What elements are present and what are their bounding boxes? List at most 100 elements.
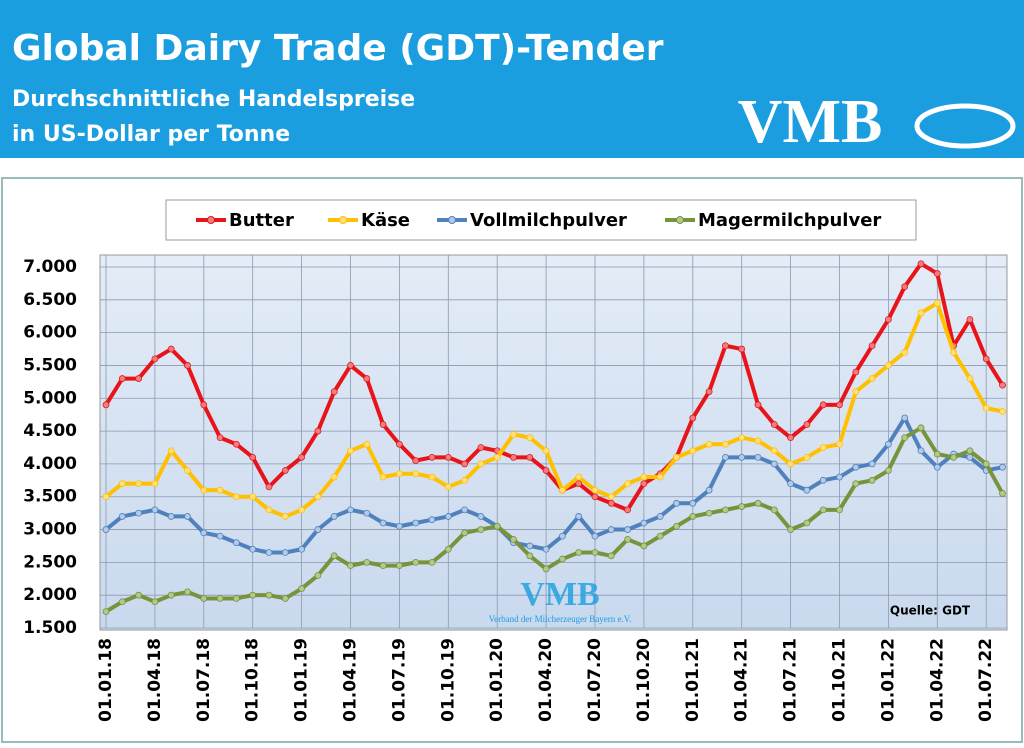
data-point (591, 493, 599, 501)
data-point (624, 480, 631, 488)
data-point (738, 503, 746, 510)
data-point (559, 532, 566, 540)
data-point (265, 483, 273, 491)
data-point (933, 270, 941, 277)
data-point (673, 453, 680, 461)
x-tick-label: 01.01.20 (487, 638, 507, 722)
data-point (347, 562, 354, 570)
data-point (102, 608, 110, 615)
data-point (265, 591, 273, 599)
data-point (933, 450, 941, 458)
data-point (379, 421, 387, 428)
data-point (803, 453, 811, 461)
data-point (249, 493, 257, 501)
data-point (722, 506, 729, 514)
data-point (852, 368, 860, 376)
data-point (542, 447, 550, 455)
data-point (216, 595, 224, 602)
data-point (444, 483, 452, 491)
data-point (232, 595, 240, 602)
data-point (901, 348, 909, 356)
data-point (330, 388, 338, 396)
y-tick-label: 7.000 (23, 257, 77, 277)
y-tick-label: 3.500 (23, 487, 77, 507)
data-point (200, 486, 208, 494)
data-point (167, 345, 175, 353)
data-point (412, 457, 420, 465)
data-point (102, 401, 110, 409)
data-point (461, 460, 469, 468)
data-point (705, 388, 713, 396)
data-point (689, 447, 697, 455)
watermark-caption: Verband der Milcherzeuger Bayern e.V. (489, 614, 632, 624)
data-point (347, 447, 354, 455)
y-tick-label: 4.000 (23, 454, 77, 474)
data-point (477, 444, 485, 451)
y-tick-label: 6.000 (23, 323, 77, 343)
data-point (232, 539, 240, 547)
y-tick-label: 2.000 (23, 585, 77, 605)
data-point (151, 480, 159, 488)
data-point (526, 552, 534, 560)
header-band (0, 0, 1024, 158)
data-point (184, 513, 191, 520)
data-point (330, 513, 338, 520)
data-point (689, 513, 697, 520)
data-point (868, 460, 876, 468)
data-point (787, 480, 794, 488)
data-point (314, 493, 322, 501)
watermark: VMB (520, 576, 599, 613)
data-point (444, 545, 452, 553)
data-point (575, 513, 583, 520)
data-point (803, 486, 811, 494)
data-point (885, 362, 892, 369)
data-point (575, 549, 583, 556)
data-point (395, 470, 403, 478)
x-tick-label: 01.04.18 (145, 638, 165, 722)
header-subtitle: in US-Dollar per Tonne (12, 122, 290, 147)
y-tick-label: 4.500 (23, 421, 77, 441)
data-point (689, 414, 697, 422)
y-tick-label: 3.000 (23, 520, 77, 540)
data-point (754, 499, 762, 507)
data-point (542, 467, 550, 474)
data-point (200, 595, 208, 602)
x-tick-label: 01.10.18 (243, 638, 263, 722)
data-point (770, 506, 778, 514)
x-tick-label: 01.01.22 (878, 638, 898, 722)
legend-marker (676, 216, 684, 224)
data-point (363, 440, 371, 448)
data-point (787, 460, 794, 468)
legend-label: Vollmilchpulver (470, 210, 627, 231)
data-point (347, 506, 354, 514)
data-point (184, 467, 191, 474)
plot-area (99, 254, 1008, 631)
source-note: Quelle: GDT (890, 604, 971, 618)
data-point (135, 480, 143, 488)
data-point (330, 552, 338, 560)
legend-marker (339, 216, 347, 224)
data-point (803, 519, 811, 527)
data-point (917, 447, 925, 455)
data-point (330, 473, 338, 481)
data-point (461, 529, 469, 537)
legend-label: Magermilchpulver (698, 210, 881, 231)
data-point (281, 549, 289, 556)
header-subtitle: Durchschnittliche Handelspreise (12, 87, 415, 112)
data-point (265, 549, 273, 556)
data-point (656, 513, 664, 520)
data-point (770, 460, 778, 468)
data-point (575, 473, 583, 481)
data-point (950, 348, 957, 356)
data-point (542, 565, 550, 573)
data-point (966, 447, 974, 455)
data-point (640, 519, 648, 527)
data-point (493, 522, 501, 530)
data-point (102, 493, 110, 501)
data-point (379, 562, 387, 570)
x-tick-label: 01.10.21 (830, 638, 850, 722)
data-point (705, 486, 713, 494)
data-point (167, 513, 175, 520)
data-point (738, 434, 746, 442)
